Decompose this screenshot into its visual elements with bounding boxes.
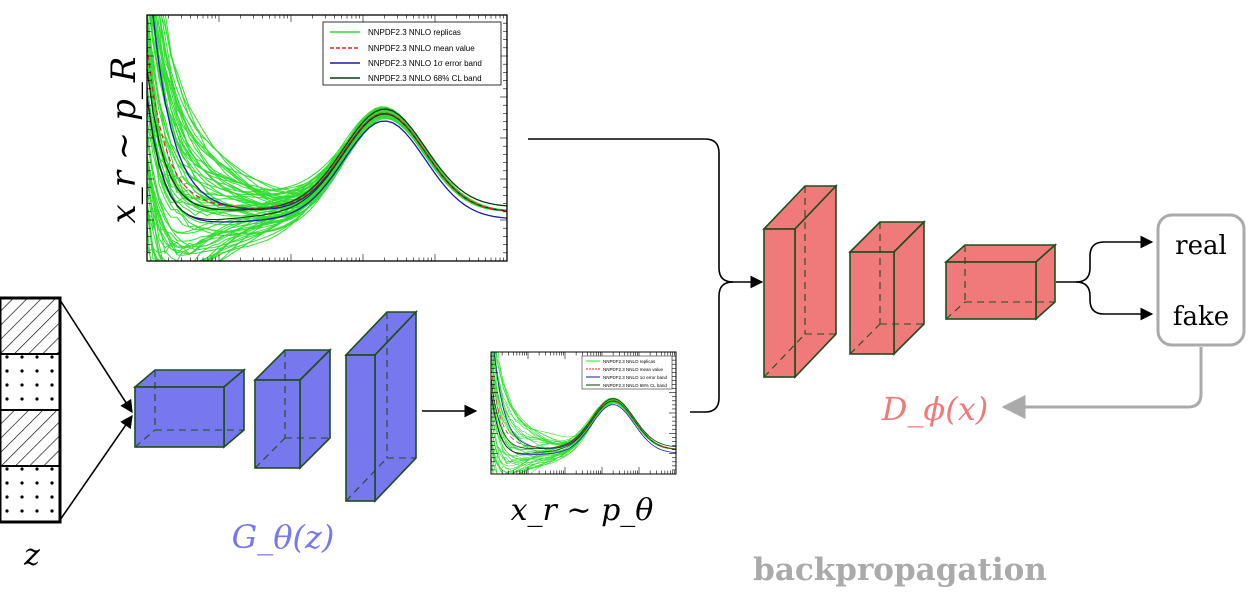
output-fake-label: fake <box>1173 302 1229 332</box>
curve-line <box>147 98 507 221</box>
curve-line <box>147 84 507 214</box>
generator-network <box>132 310 418 503</box>
noise-cell-dotted <box>0 354 60 410</box>
discriminator-layer-3 <box>943 243 1058 321</box>
output-arrow-real <box>1056 235 1154 283</box>
curve-line <box>491 401 676 474</box>
curve-line <box>153 15 507 211</box>
generated-data-legend: NNPDF2.3 NNLO replicas NNPDF2.3 NNLO mea… <box>581 355 673 390</box>
legend-replicas: NNPDF2.3 NNLO replicas <box>368 28 461 37</box>
noise-arrow-bottom <box>59 414 133 521</box>
legend-cl-band: NNPDF2.3 NNLO 68% CL band <box>368 74 482 83</box>
curve-line <box>491 378 676 450</box>
real-data-plot: NNPDF2.3 NNLO replicas NNPDF2.3 NNLO mea… <box>146 14 508 262</box>
generator-label: G_θ(z) <box>232 518 335 556</box>
noise-cell-hatched <box>0 298 60 354</box>
curve-line <box>147 69 507 211</box>
small-legend-cl-band: NNPDF2.3 NNLO 68% CL band <box>603 383 667 388</box>
generated-data-ticks <box>490 351 676 475</box>
generated-data-curves <box>491 352 676 474</box>
curve-line <box>147 111 507 261</box>
backprop-label: backpropagation <box>753 552 1047 588</box>
noise-vector <box>0 296 62 524</box>
small-legend-replicas: NNPDF2.3 NNLO replicas <box>603 359 656 364</box>
generated-data-plot: NNPDF2.3 NNLO replicas NNPDF2.3 NNLO mea… <box>490 351 677 475</box>
noise-arrow-top <box>59 299 133 414</box>
curve-line <box>147 96 507 223</box>
backprop-arrow <box>1001 347 1203 419</box>
generator-layer-3 <box>344 310 418 503</box>
output-box <box>1156 213 1246 347</box>
generator-layer-2 <box>253 348 332 470</box>
real-data-curves <box>147 15 507 261</box>
curve-line <box>147 46 507 212</box>
generator-layer-1 <box>132 368 247 449</box>
noise-cell-hatched <box>0 410 60 466</box>
curve-line <box>491 367 676 450</box>
legend-mean: NNPDF2.3 NNLO mean value <box>368 44 475 53</box>
discriminator-label: D_ϕ(x) <box>881 390 988 428</box>
output-arrow-fake <box>1075 281 1154 321</box>
real-data-legend: NNPDF2.3 NNLO replicas NNPDF2.3 NNLO mea… <box>322 21 502 86</box>
generated-sample-label: x_r ∼ p_θ <box>511 493 654 528</box>
noise-label: z <box>23 538 40 573</box>
legend-error-band: NNPDF2.3 NNLO 1σ error band <box>368 59 482 68</box>
small-legend-error-band: NNPDF2.3 NNLO 1σ error band <box>603 375 668 380</box>
curve-line <box>491 392 676 456</box>
discriminator-layer-1 <box>762 184 838 379</box>
real-to-discriminator-arrow <box>528 138 764 289</box>
discriminator-network <box>762 184 1058 379</box>
real-sample-label: x_r ∼ p_R <box>104 57 144 224</box>
curve-line <box>491 400 676 474</box>
output-real-label: real <box>1175 231 1227 261</box>
fake-to-discriminator-arrow <box>690 281 734 413</box>
discriminator-layer-2 <box>848 220 926 356</box>
noise-cell-dotted <box>0 466 60 522</box>
small-legend-mean: NNPDF2.3 NNLO mean value <box>603 367 664 372</box>
